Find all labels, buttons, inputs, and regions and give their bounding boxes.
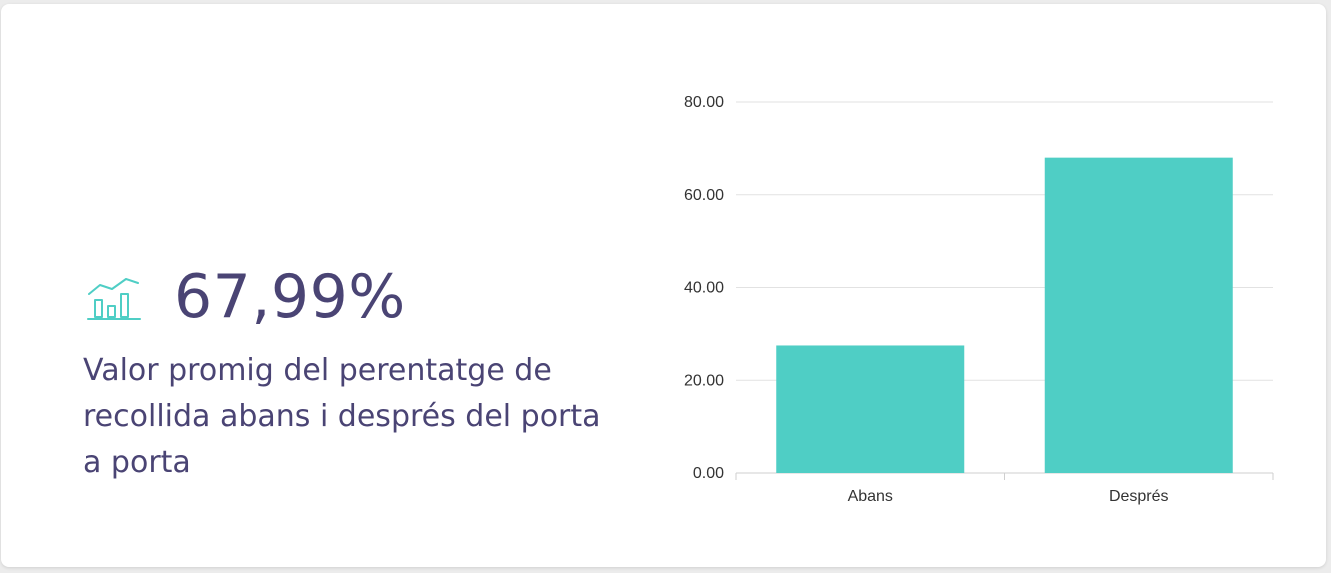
chart-bars: [776, 157, 1233, 473]
bar-chart-trend-icon: [87, 278, 141, 320]
bar-abans: [776, 345, 965, 473]
x-tick-label: Després: [1109, 488, 1169, 505]
y-tick-label: 80.00: [684, 94, 724, 111]
kpi-header: 67,99%: [86, 262, 406, 332]
y-tick-label: 40.00: [684, 280, 724, 297]
y-tick-label: 0.00: [693, 465, 724, 482]
chart-axes: 0.00 20.00 40.00 60.00 80.00 Abans Després: [684, 94, 1274, 505]
y-tick-label: 60.00: [684, 187, 724, 204]
bar-després: [1044, 157, 1233, 473]
y-tick-label: 20.00: [684, 372, 724, 389]
kpi-value: 67,99%: [174, 262, 406, 332]
x-tick-label: Abans: [848, 488, 893, 505]
kpi-description: Valor promig del perentatge de recollida…: [83, 353, 601, 480]
